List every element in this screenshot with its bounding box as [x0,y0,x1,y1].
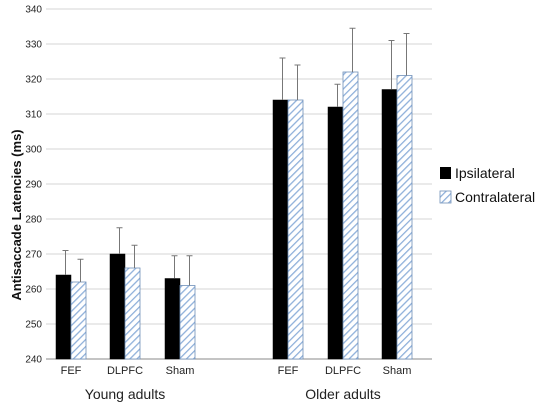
bar-ipsilateral [109,253,126,360]
y-tick-label: 280 [25,215,42,226]
bar-contralateral [396,75,413,360]
legend-swatch-ipsilateral [440,167,451,179]
bar-ipsilateral [381,89,398,360]
gridlines [46,8,432,360]
y-tick-label: 290 [25,180,42,191]
bar-contralateral [124,267,141,360]
y-axis-label: Antisaccade Latencies (ms) [9,129,24,300]
legend-label-ipsilateral: Ipsilateral [455,165,515,181]
y-tick-label: 270 [25,250,42,261]
x-category-label: Sham [166,365,195,377]
y-tick-label: 340 [25,5,42,16]
error-bars [62,27,410,286]
x-category-label: DLPFC [107,365,143,377]
bar-contralateral [287,99,304,360]
legend: Ipsilateral Contralateral [439,165,535,205]
bars [55,71,413,360]
y-tick-label: 250 [25,320,42,331]
bar-ipsilateral [272,99,289,360]
bar-ipsilateral [55,274,72,360]
bar-contralateral [342,71,359,360]
bar-contralateral [70,281,87,360]
x-category-label: FEF [278,365,299,377]
group-label: Older adults [305,386,380,402]
y-tick-label: 330 [25,40,42,51]
legend-swatch-contralateral [439,190,452,204]
y-tick-label: 260 [25,285,42,296]
group-label: Young adults [85,386,165,402]
x-category-label: DLPFC [325,365,361,377]
y-tick-label: 300 [25,145,42,156]
y-tick-label: 310 [25,110,42,121]
bar-contralateral [179,285,196,360]
x-category-label: Sham [383,365,412,377]
bar-ipsilateral [164,278,181,360]
x-category-label: FEF [61,365,82,377]
legend-label-contralateral: Contralateral [455,189,535,205]
y-tick-label: 240 [25,355,42,366]
bar-ipsilateral [327,106,344,360]
y-tick-label: 320 [25,75,42,86]
y-tick-labels: 240 250 260 270 280 290 300 310 320 330 340 [25,5,42,366]
